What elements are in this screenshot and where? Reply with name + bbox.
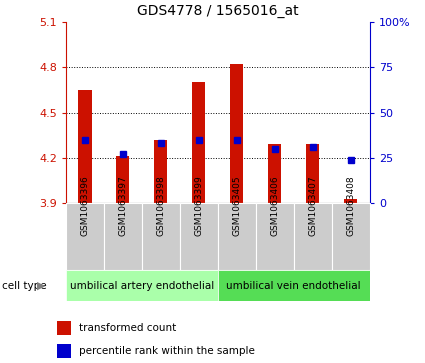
Bar xyxy=(218,203,256,270)
Text: GSM1063406: GSM1063406 xyxy=(270,175,279,236)
Text: GSM1063405: GSM1063405 xyxy=(232,175,241,236)
Bar xyxy=(142,203,180,270)
Bar xyxy=(66,203,104,270)
Bar xyxy=(154,140,167,203)
Text: transformed count: transformed count xyxy=(79,323,176,334)
Text: umbilical artery endothelial: umbilical artery endothelial xyxy=(70,281,214,291)
Bar xyxy=(104,203,142,270)
Bar xyxy=(66,270,218,301)
Text: GSM1063407: GSM1063407 xyxy=(308,175,317,236)
Bar xyxy=(192,82,205,203)
Title: GDS4778 / 1565016_at: GDS4778 / 1565016_at xyxy=(137,4,299,18)
Text: GSM1063399: GSM1063399 xyxy=(194,175,203,236)
Bar xyxy=(116,156,130,203)
Text: GSM1063397: GSM1063397 xyxy=(118,175,127,236)
Bar xyxy=(344,199,357,203)
Bar xyxy=(230,64,244,203)
Text: cell type: cell type xyxy=(2,281,47,291)
Bar xyxy=(306,144,320,203)
Bar xyxy=(180,203,218,270)
Bar xyxy=(332,203,370,270)
Text: umbilical vein endothelial: umbilical vein endothelial xyxy=(227,281,361,291)
Text: ▶: ▶ xyxy=(37,281,46,291)
Bar xyxy=(57,321,71,335)
Bar xyxy=(294,203,332,270)
Bar xyxy=(268,144,281,203)
Text: GSM1063396: GSM1063396 xyxy=(80,175,89,236)
Bar xyxy=(57,344,71,358)
Bar xyxy=(218,270,370,301)
Bar xyxy=(78,90,91,203)
Bar xyxy=(256,203,294,270)
Text: GSM1063398: GSM1063398 xyxy=(156,175,165,236)
Text: percentile rank within the sample: percentile rank within the sample xyxy=(79,346,255,356)
Text: GSM1063408: GSM1063408 xyxy=(346,175,355,236)
